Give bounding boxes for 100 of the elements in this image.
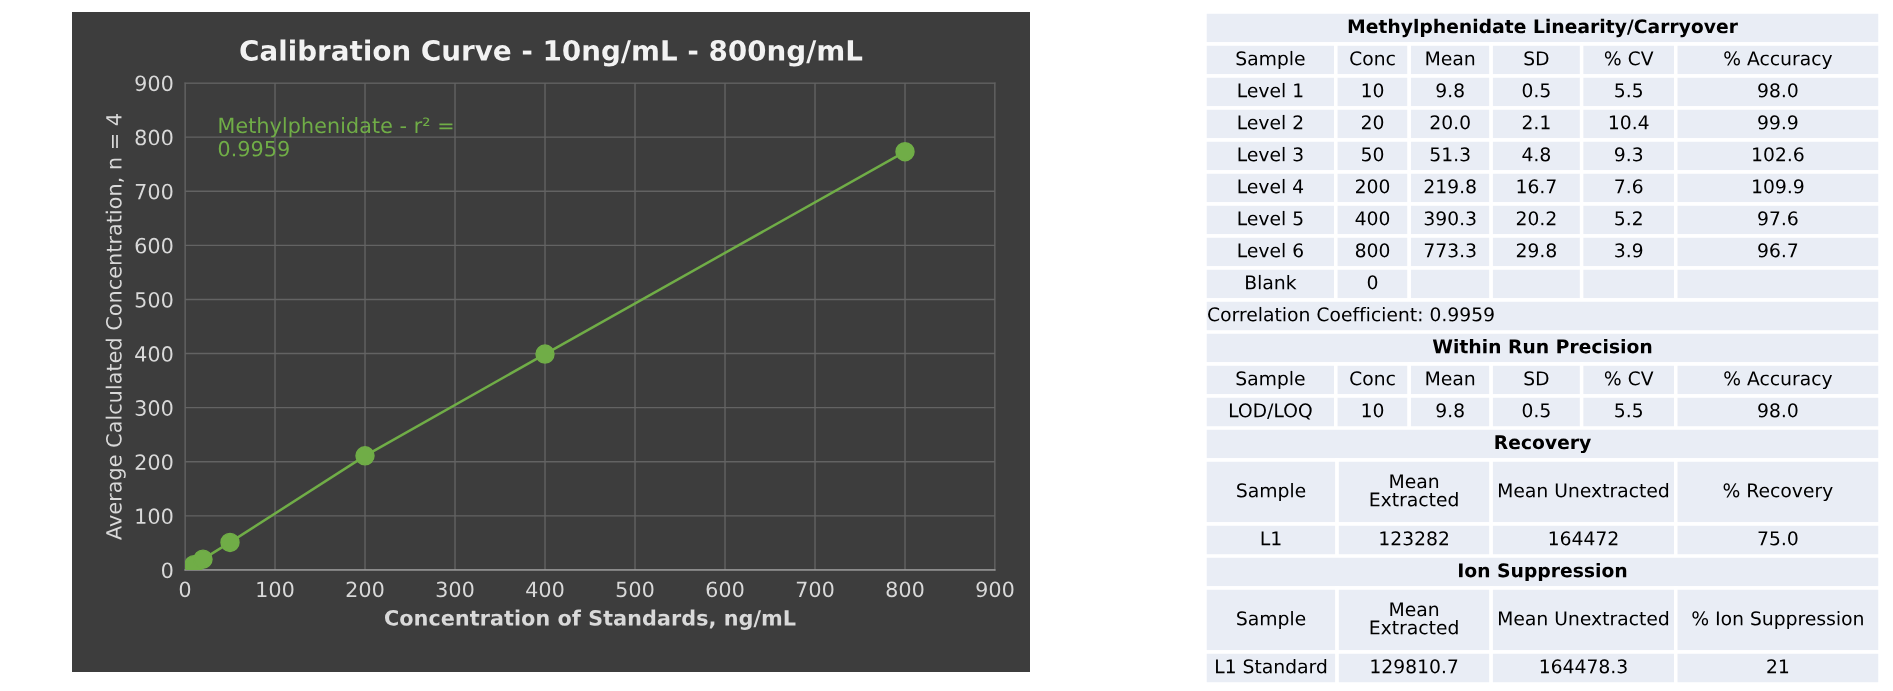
y-tick-label: 700 [135, 183, 173, 200]
category-label: % Accuracy [1724, 371, 1833, 390]
text: 20 [1361, 115, 1384, 130]
y-tick-label: 100 [136, 508, 173, 525]
text: 800 [1355, 243, 1390, 258]
text: 123282 [1380, 531, 1449, 546]
text: Correlation Coefficient: 0.9959 [1208, 306, 1494, 322]
chart-title: Calibration Curve - 10ng/mL - 800ng/mL [240, 39, 863, 67]
point [895, 141, 915, 162]
category-label: Sample [1236, 50, 1305, 70]
text: 164472 [1549, 531, 1618, 546]
x-tick-label: 0 [179, 581, 191, 598]
text: L1 [1261, 531, 1281, 546]
text: Level 6 [1238, 242, 1303, 258]
y-tick-label: 200 [135, 454, 173, 470]
category-label: % CV [1604, 371, 1654, 386]
text: 96.7 [1758, 243, 1798, 258]
text: 50 [1362, 147, 1384, 162]
y-tick-label: 0 [162, 562, 173, 579]
text: 164478.3 [1540, 659, 1627, 674]
text: 0.5 [1522, 83, 1550, 98]
text: 29.8 [1516, 243, 1556, 258]
text: 390.3 [1424, 211, 1476, 226]
x-tick-label: 700 [796, 581, 834, 598]
x-tick-label: 300 [436, 581, 474, 598]
text: Level 3 [1238, 146, 1303, 162]
y-tick-label: 800 [135, 129, 173, 146]
category-label: SD [1524, 371, 1549, 386]
point [535, 344, 555, 364]
text: Within Run Precision [1432, 338, 1652, 354]
text: 9.3 [1614, 147, 1643, 162]
category-label: Sample [1237, 610, 1306, 630]
text: 10 [1362, 403, 1384, 418]
text: 98.0 [1758, 403, 1798, 418]
category-label: Sample [1237, 482, 1306, 502]
text: 75.0 [1758, 531, 1798, 546]
x-axis-title: Concentration of Standards, ng/mL [385, 609, 796, 630]
text: 129810.7 [1371, 659, 1458, 674]
y-tick-label: 500 [135, 291, 173, 308]
text: 0 [1367, 275, 1378, 290]
category-label: Mean Extracted [1370, 474, 1458, 507]
x-tick-label: 600 [706, 581, 744, 598]
text: Recovery [1495, 435, 1591, 454]
category-label: % Accuracy [1724, 51, 1833, 70]
text: 9.8 [1436, 83, 1464, 98]
text: 773.3 [1424, 243, 1476, 258]
text: Level 5 [1238, 210, 1303, 226]
text: 5.5 [1615, 83, 1642, 98]
text: Level 2 [1238, 114, 1303, 130]
text: LOD/LOQ [1229, 403, 1312, 420]
text: 5.5 [1615, 403, 1642, 418]
text: Level 4 [1238, 178, 1304, 194]
category-label: % Ion Suppression [1692, 610, 1863, 630]
text: 7.6 [1615, 179, 1643, 194]
text: Methylphenidate Linearity/Carryover [1348, 18, 1738, 38]
category-label: Mean [1426, 371, 1475, 386]
text: 51.3 [1430, 147, 1470, 162]
text: Level 1 [1238, 82, 1303, 98]
point [220, 532, 240, 553]
y-tick-label: 600 [135, 237, 173, 254]
point [355, 446, 375, 466]
text: 10.4 [1609, 115, 1649, 130]
text: 20.0 [1430, 115, 1470, 130]
text: 5.2 [1615, 211, 1642, 226]
category-label: SD [1524, 51, 1549, 66]
text: 400 [1355, 211, 1390, 226]
text: Ion Suppression [1459, 562, 1627, 582]
text: 200 [1356, 179, 1390, 194]
text: 4.8 [1522, 147, 1551, 162]
text: 9.8 [1436, 403, 1464, 418]
category-label: Mean Extracted [1370, 602, 1458, 635]
x-tick-label: 200 [346, 581, 384, 598]
category-label: Mean [1426, 51, 1475, 66]
category-label: Conc [1350, 371, 1395, 386]
category-label: % CV [1604, 51, 1654, 66]
text: 219.8 [1424, 179, 1476, 194]
category-label: Conc [1350, 51, 1395, 66]
y-tick-label: 400 [135, 346, 173, 362]
category-label: Mean Unextracted [1499, 610, 1669, 626]
text: 98.0 [1758, 83, 1798, 98]
x-tick-label: 900 [976, 581, 1014, 598]
text: 21 [1767, 659, 1789, 674]
y-tick-label: 900 [135, 75, 173, 92]
text: 3.9 [1615, 243, 1643, 258]
text: 20.2 [1516, 211, 1556, 226]
text: Blank [1246, 274, 1297, 290]
text: 0.5 [1522, 403, 1550, 418]
y-axis-title: Average Calculated Concentration, n = 4 [105, 114, 126, 540]
text: 99.9 [1758, 115, 1798, 130]
annotation: Methylphenidate - r² = 0.9959 [218, 117, 453, 157]
x-tick-label: 800 [886, 581, 924, 598]
text: 10 [1362, 83, 1384, 98]
text: 109.9 [1753, 179, 1804, 194]
point [193, 549, 213, 569]
x-tick-label: 100 [257, 581, 294, 598]
x-tick-label: 500 [616, 581, 654, 598]
category-label: Mean Unextracted [1499, 482, 1669, 498]
text: 16.7 [1517, 179, 1556, 194]
category-label: % Recovery [1723, 483, 1833, 502]
x-tick-label: 400 [526, 581, 564, 598]
